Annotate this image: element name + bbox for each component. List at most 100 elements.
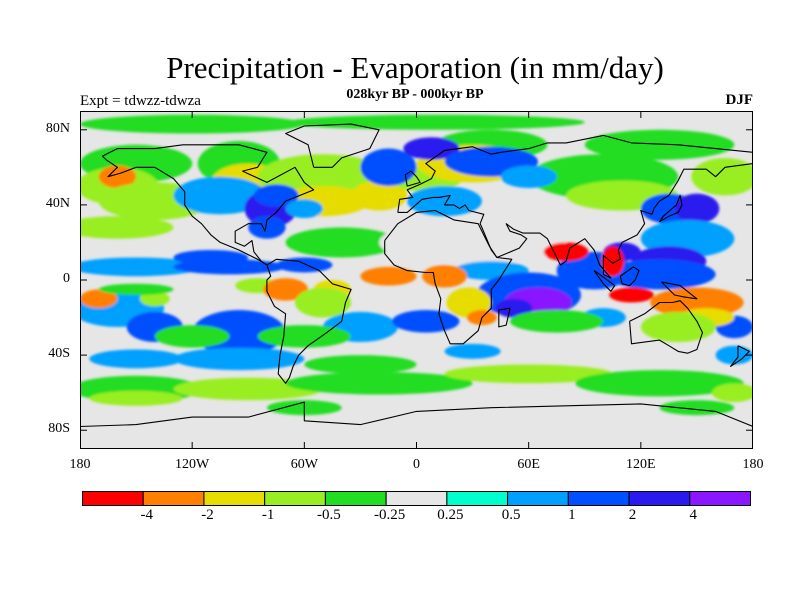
field-region — [276, 257, 333, 273]
colorbar-box — [385, 491, 448, 506]
lon-label: 0 — [413, 457, 420, 472]
field-region — [263, 278, 309, 301]
field-region — [601, 246, 625, 277]
colorbar-label: -0.5 — [317, 507, 341, 523]
field-region — [444, 343, 501, 359]
precip-evap-map — [80, 111, 753, 449]
colorbar-label: -4 — [140, 507, 153, 523]
map-frame — [80, 111, 753, 449]
field-region — [543, 242, 589, 262]
field-region — [253, 184, 299, 207]
coastline-africa — [384, 209, 513, 345]
field-region — [640, 311, 716, 342]
field-region — [603, 259, 716, 290]
field-region — [500, 165, 557, 188]
field-region — [173, 259, 286, 275]
field-region — [691, 157, 753, 196]
chart-title: Precipitation - Evaporation (in mm/day) — [166, 50, 664, 85]
colorbar-label: 1 — [568, 507, 576, 523]
coastline-japan — [659, 194, 683, 223]
coastline-sumatra — [593, 270, 616, 292]
field-region — [392, 310, 460, 333]
coastline-madagascar — [498, 307, 511, 328]
field-region — [80, 114, 305, 134]
field-region — [173, 176, 267, 215]
colorbar-box — [82, 491, 144, 506]
colorbar-label: -0.25 — [374, 507, 406, 523]
coastline-eurasia — [397, 134, 753, 279]
colorbar-box — [203, 491, 266, 506]
colorbar-box — [446, 491, 509, 506]
colorbar-label: 0.25 — [437, 507, 464, 523]
coastline-new-guinea — [661, 281, 698, 300]
field-region — [89, 390, 183, 406]
coastline-new-zealand — [730, 345, 750, 367]
field-region — [379, 219, 567, 265]
field-region — [257, 325, 352, 348]
field-region — [304, 355, 417, 374]
field-region — [173, 347, 305, 371]
field-region — [659, 400, 735, 416]
field-region — [294, 287, 352, 318]
colorbar-label: 0.5 — [501, 507, 521, 523]
lon-label: 60W — [290, 457, 318, 472]
lon-label: 180 — [69, 457, 91, 472]
coastline-australia — [629, 300, 704, 354]
field-region — [509, 310, 604, 333]
colorbar-box — [324, 491, 387, 506]
colorbar-box — [689, 491, 751, 506]
colorbar-label: -2 — [201, 507, 214, 523]
field-layer — [80, 111, 753, 449]
field-region — [609, 287, 654, 303]
field-region — [711, 383, 753, 403]
lat-label: 0 — [63, 271, 70, 286]
lon-label: 180 — [742, 457, 764, 472]
field-region — [89, 349, 183, 369]
field-region — [715, 345, 753, 365]
colorbar-box — [567, 491, 630, 506]
field-region — [248, 216, 286, 239]
colorbar — [82, 491, 751, 506]
coastline-south-america — [266, 258, 352, 384]
axis-ticks — [80, 111, 753, 449]
lat-label: 40N — [45, 195, 70, 211]
field-region — [80, 257, 202, 277]
season-label: DJF — [725, 92, 754, 108]
field-region — [444, 364, 613, 384]
colorbar-box — [142, 491, 205, 506]
field-region — [80, 289, 118, 309]
field-region — [495, 298, 533, 318]
field-region — [360, 148, 417, 187]
field-region — [285, 114, 585, 130]
colorbar-label: 4 — [689, 507, 698, 523]
field-region — [139, 291, 170, 307]
experiment-label: Expt = tdwzz-tdwza — [80, 93, 201, 109]
colorbar-box — [264, 491, 326, 506]
colorbar-label: 2 — [628, 507, 637, 523]
colorbar-label: -1 — [261, 507, 275, 523]
chart-subtitle: 028kyr BP - 000kyr BP — [346, 87, 484, 102]
colorbar-box — [507, 491, 569, 506]
colorbar-box — [628, 491, 691, 506]
lon-label: 60E — [517, 457, 540, 472]
field-region — [407, 186, 482, 217]
field-region — [446, 287, 492, 318]
lat-label: 80S — [48, 421, 70, 437]
coastlines — [80, 123, 753, 428]
coastline-borneo — [619, 266, 640, 287]
coastline-greenland — [285, 123, 380, 168]
field-region — [285, 199, 324, 219]
lat-label: 40S — [48, 346, 70, 362]
coastline-north-america — [102, 144, 315, 266]
field-region — [351, 180, 408, 211]
coastline-britain — [404, 170, 421, 187]
field-region — [674, 193, 720, 224]
field-region — [422, 264, 467, 288]
field-region — [285, 372, 473, 395]
field-region — [98, 283, 174, 296]
field-region — [80, 216, 174, 239]
lon-label: 120E — [626, 457, 656, 472]
field-region — [584, 129, 735, 160]
lat-label: 80N — [45, 120, 70, 136]
field-region — [403, 137, 460, 160]
